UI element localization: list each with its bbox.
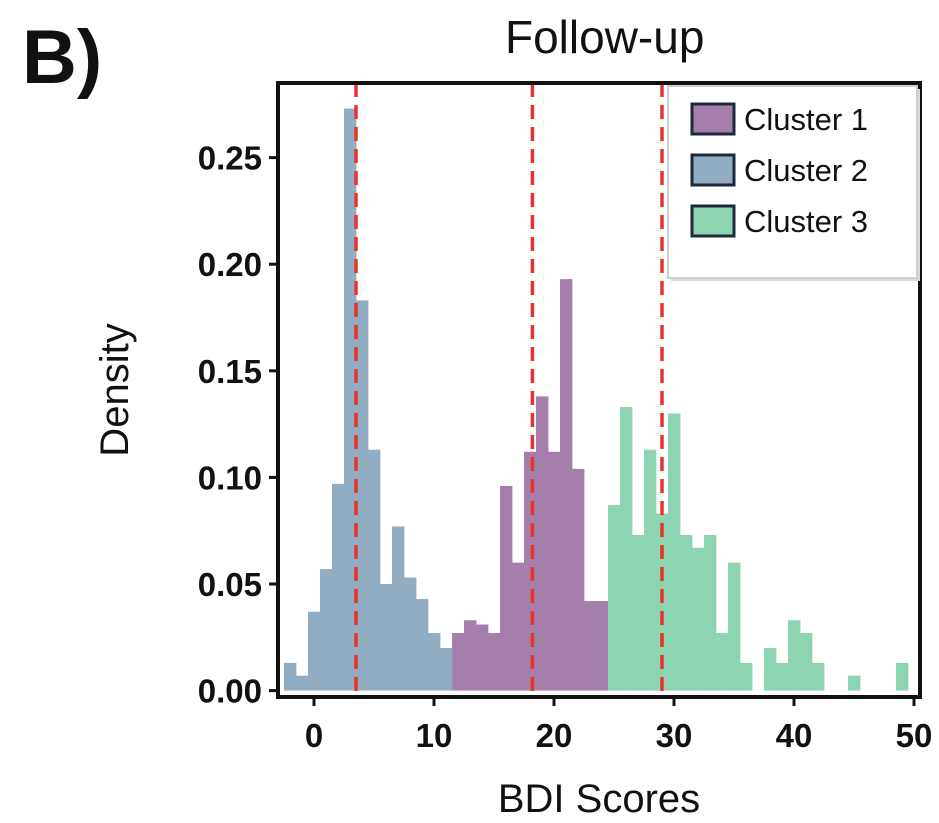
bar-cluster-2-4: [332, 483, 345, 691]
bar-cluster-2-3: [320, 569, 333, 691]
bar-cluster-2-9: [392, 526, 405, 691]
bar-cluster-2-6: [356, 300, 369, 691]
bar-cluster-3-14: [776, 662, 789, 691]
x-tick-label-30: 30: [656, 717, 693, 754]
bar-cluster-1-7: [536, 396, 549, 691]
x-tick-label-10: 10: [416, 717, 453, 754]
bar-cluster-1-12: [596, 601, 609, 691]
y-tick-label-3: 0.15: [198, 353, 262, 390]
bar-cluster-3-20: [848, 675, 861, 691]
y-axis-title: Density: [93, 323, 137, 456]
bar-cluster-1-4: [500, 485, 513, 691]
x-tick-label-50: 50: [896, 717, 933, 754]
bar-cluster-2-12: [428, 633, 441, 691]
bar-cluster-3-10: [728, 562, 741, 691]
bar-cluster-3-3: [644, 449, 657, 691]
bar-cluster-3-5: [668, 413, 681, 691]
bar-cluster-3-1: [620, 407, 633, 691]
legend-label-cluster-2: Cluster 2: [744, 153, 868, 188]
chart-title: Follow-up: [505, 11, 705, 63]
bar-cluster-3-15: [788, 620, 801, 691]
bar-cluster-3-11: [740, 662, 753, 691]
bar-cluster-2-13: [440, 647, 453, 691]
bar-cluster-2-0: [284, 662, 297, 691]
legend-swatch-cluster-1: [690, 102, 736, 136]
bar-cluster-1-11: [584, 601, 597, 691]
x-tick-label-40: 40: [776, 717, 813, 754]
bar-cluster-3-0: [608, 505, 621, 691]
y-tick-label-4: 0.20: [198, 246, 262, 283]
bar-cluster-1-5: [512, 562, 525, 691]
bar-cluster-1-0: [452, 633, 465, 691]
legend-swatch-cluster-3: [690, 204, 736, 238]
bar-cluster-3-6: [680, 534, 693, 691]
bar-cluster-1-10: [572, 468, 585, 691]
bar-cluster-3-17: [812, 662, 825, 691]
y-axis-ticks: 0.00 0.05 0.10 0.15 0.20 0.25: [198, 140, 278, 710]
histogram-bars: [284, 108, 909, 691]
bar-cluster-1-8: [548, 451, 561, 691]
legend: Cluster 1 Cluster 2 Cluster 3: [667, 85, 920, 281]
bar-cluster-1-6: [524, 451, 537, 691]
y-tick-label-2: 0.10: [198, 459, 262, 496]
legend-swatch-cluster-2: [690, 153, 736, 187]
bar-cluster-3-2: [632, 534, 645, 691]
bar-cluster-3-13: [764, 647, 777, 691]
bar-cluster-3-16: [800, 633, 813, 691]
x-tick-label-20: 20: [536, 717, 573, 754]
plot-frame: [276, 81, 922, 699]
bar-cluster-1-1: [464, 620, 477, 691]
bar-cluster-2-1: [296, 675, 309, 691]
x-tick-label-0: 0: [305, 717, 323, 754]
cluster-mean-lines: [354, 83, 664, 697]
bar-cluster-2-7: [368, 449, 381, 691]
bar-cluster-1-3: [488, 633, 501, 691]
legend-label-cluster-3: Cluster 3: [744, 204, 868, 239]
bar-cluster-3-8: [704, 534, 717, 691]
bar-cluster-2-2: [308, 611, 321, 691]
bar-cluster-2-8: [380, 584, 393, 691]
x-axis-ticks: 0 10 20 30 40 50: [305, 697, 933, 754]
bar-cluster-3-24: [896, 662, 909, 691]
bar-cluster-2-10: [404, 577, 417, 691]
bar-cluster-2-11: [416, 598, 429, 691]
bar-cluster-2-5: [344, 108, 357, 691]
bar-cluster-1-9: [560, 279, 573, 691]
x-axis-title: BDI Scores: [498, 777, 700, 821]
y-tick-label-0: 0.00: [198, 673, 262, 710]
bar-cluster-3-7: [692, 547, 705, 691]
bar-cluster-3-9: [716, 633, 729, 691]
y-tick-label-5: 0.25: [198, 140, 262, 177]
bar-cluster-1-2: [476, 624, 489, 691]
legend-label-cluster-1: Cluster 1: [744, 102, 868, 137]
y-tick-label-1: 0.05: [198, 566, 262, 603]
panel-label: B): [22, 15, 103, 100]
